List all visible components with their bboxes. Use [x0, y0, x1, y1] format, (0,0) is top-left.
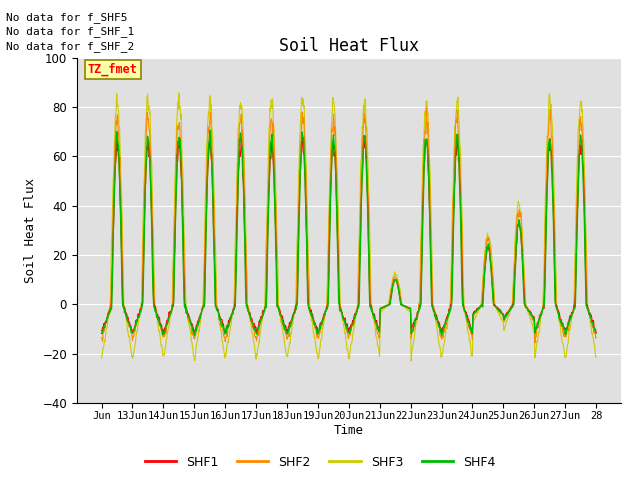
SHF1	[298, 132, 306, 138]
Text: No data for f_SHF_1: No data for f_SHF_1	[6, 26, 134, 37]
Text: No data for f_SHF_2: No data for f_SHF_2	[6, 41, 134, 52]
SHF4	[592, 330, 600, 336]
SHF2	[465, 325, 473, 331]
SHF2	[175, 125, 182, 131]
SHF4	[466, 323, 474, 329]
SHF4	[175, 137, 182, 143]
SHF4	[586, 313, 594, 319]
Text: No data for f_SHF5: No data for f_SHF5	[6, 12, 128, 23]
SHF1	[326, 198, 334, 204]
SHF2	[423, 105, 431, 111]
SHF2	[538, 308, 546, 314]
SHF2	[98, 335, 106, 341]
Y-axis label: Soil Heat Flux: Soil Heat Flux	[24, 178, 36, 283]
X-axis label: Time: Time	[334, 424, 364, 437]
SHF3	[586, 320, 594, 326]
SHF4	[327, 192, 335, 198]
SHF3	[592, 355, 600, 360]
Title: Soil Heat Flux: Soil Heat Flux	[279, 36, 419, 55]
SHF2	[326, 180, 334, 185]
SHF2	[335, 288, 343, 293]
Line: SHF3: SHF3	[102, 93, 596, 361]
SHF2	[592, 335, 600, 341]
Legend: SHF1, SHF2, SHF3, SHF4: SHF1, SHF2, SHF3, SHF4	[140, 451, 500, 474]
SHF3	[407, 358, 415, 364]
SHF1	[586, 311, 594, 316]
SHF3	[98, 355, 106, 361]
SHF1	[175, 141, 182, 147]
SHF1	[468, 331, 476, 337]
SHF1	[336, 300, 344, 306]
SHF3	[538, 309, 546, 314]
SHF3	[175, 90, 182, 96]
SHF4	[191, 333, 198, 338]
SHF4	[538, 310, 546, 315]
Line: SHF2: SHF2	[102, 108, 596, 343]
SHF4	[336, 308, 344, 314]
Line: SHF4: SHF4	[102, 130, 596, 336]
SHF1	[98, 328, 106, 334]
SHF3	[466, 338, 474, 344]
SHF4	[206, 127, 214, 133]
SHF3	[175, 96, 183, 101]
Line: SHF1: SHF1	[102, 135, 596, 334]
SHF2	[531, 340, 539, 346]
SHF1	[465, 318, 473, 324]
SHF4	[98, 330, 106, 336]
SHF3	[336, 272, 344, 277]
SHF2	[586, 315, 594, 321]
SHF1	[592, 330, 600, 336]
Text: TZ_fmet: TZ_fmet	[88, 63, 138, 76]
SHF3	[326, 158, 334, 164]
SHF1	[538, 309, 546, 315]
